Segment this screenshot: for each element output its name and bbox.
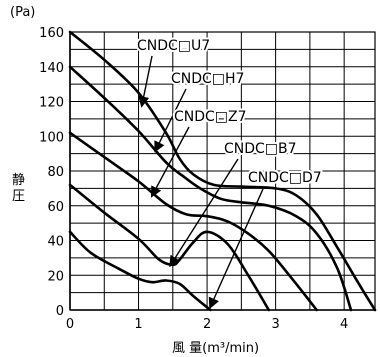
y-axis-title: 静圧	[12, 173, 25, 204]
series-label-2: CNDC□H7	[171, 71, 244, 87]
y-unit-label: (Pa)	[10, 5, 35, 20]
x-axis-title: 風 量(m³/min)	[172, 341, 259, 356]
y-tick-label: 60	[47, 200, 64, 215]
callout-arrow-1	[138, 55, 153, 108]
x-tick-label: 0	[66, 317, 74, 332]
series-label-1: CNDC□U7	[137, 38, 210, 54]
x-tick-label: 4	[340, 317, 348, 332]
series-line-2	[68, 65, 353, 312]
series-line-3	[68, 131, 318, 312]
tick-labels: 0 20 40 60 80 100 120 140 160 0 1 2 3 4	[39, 26, 348, 332]
y-tick-label: 120	[39, 96, 64, 111]
series-label-4: CNDC□B7	[224, 141, 297, 157]
series-label-3: CNDC□Z7	[174, 109, 247, 125]
callout-arrow-4	[169, 158, 239, 268]
x-tick-label: 2	[203, 317, 211, 332]
plot-border	[69, 31, 376, 311]
callout-arrow-5	[208, 188, 264, 310]
x-tick-label: 3	[271, 317, 279, 332]
y-tick-label: 160	[39, 26, 64, 41]
y-tick-label: 20	[47, 269, 64, 284]
y-tick-label: 140	[39, 61, 64, 76]
series-label-5: CNDC□D7	[248, 170, 322, 186]
y-tick-label: 40	[47, 235, 64, 250]
series-line-4	[68, 183, 271, 312]
y-tick-label: 0	[56, 304, 64, 319]
callout-arrow-3	[150, 126, 190, 198]
x-tick-label: 1	[134, 317, 142, 332]
series-line-5	[68, 230, 212, 312]
callout-arrow-2	[154, 88, 187, 153]
series-callouts: CNDC□U7 CNDC□H7 CNDC□Z7 CNDC□B7 CNDC□D7	[135, 36, 324, 310]
y-tick-label: 80	[47, 165, 64, 180]
y-tick-label: 100	[39, 130, 64, 145]
